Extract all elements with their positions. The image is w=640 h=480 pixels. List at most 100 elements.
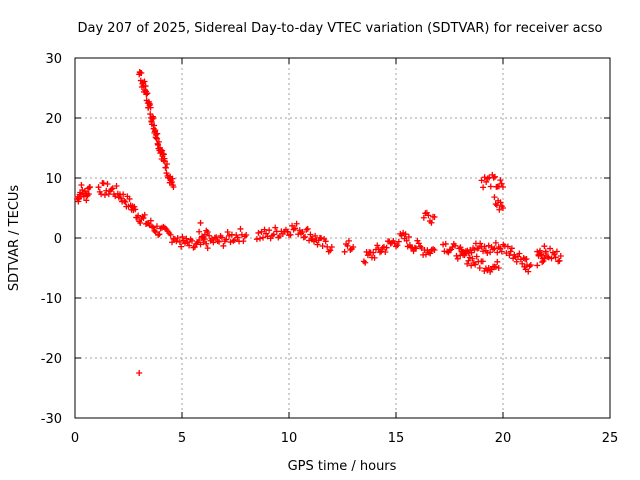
data-point	[304, 225, 311, 232]
y-axis-label: SDTVAR / TECUs	[7, 185, 22, 292]
data-point	[487, 249, 494, 256]
data-point	[402, 231, 409, 238]
data-point	[492, 239, 499, 246]
data-point	[431, 214, 438, 220]
y-tick-label: 20	[45, 112, 62, 127]
data-point	[370, 249, 377, 256]
data-point	[276, 233, 283, 240]
data-point	[163, 170, 170, 177]
data-point	[428, 219, 435, 226]
data-point	[98, 191, 105, 198]
data-point	[86, 184, 93, 190]
data-point	[413, 245, 420, 252]
data-point	[131, 203, 138, 210]
data-point	[183, 235, 190, 242]
data-point	[520, 255, 527, 262]
data-point	[140, 215, 147, 222]
data-point	[504, 243, 511, 250]
data-point	[479, 258, 486, 265]
data-point	[534, 262, 541, 269]
data-point	[364, 252, 371, 259]
x-tick-label: 25	[602, 431, 619, 446]
data-point	[151, 122, 158, 129]
data-point	[289, 222, 296, 229]
data-point	[255, 229, 262, 236]
data-point	[150, 224, 157, 231]
data-point	[376, 249, 383, 256]
data-point	[152, 127, 159, 134]
data-point	[132, 206, 139, 213]
data-point	[100, 180, 107, 187]
data-point	[206, 232, 213, 239]
data-point	[118, 195, 125, 202]
data-point	[152, 229, 159, 236]
y-tick-label: 0	[54, 232, 62, 247]
data-point	[234, 234, 241, 241]
data-point	[299, 228, 306, 235]
data-point	[142, 83, 149, 90]
data-point	[494, 249, 501, 256]
data-point	[167, 231, 174, 238]
data-point	[491, 173, 498, 180]
data-point	[452, 242, 459, 249]
data-point	[122, 198, 129, 205]
data-point	[472, 261, 479, 268]
data-point	[218, 234, 225, 241]
data-point	[371, 254, 378, 261]
x-axis-ticks: 0 5 10 15 20 25	[71, 58, 618, 446]
data-point	[498, 180, 505, 187]
grid-lines	[75, 58, 610, 418]
data-point	[95, 184, 102, 191]
data-point	[155, 232, 162, 239]
data-point	[266, 227, 273, 234]
data-point	[382, 248, 389, 255]
data-point	[240, 238, 247, 245]
data-point	[220, 242, 227, 249]
data-point	[302, 233, 309, 240]
data-point	[507, 248, 514, 255]
data-point	[327, 247, 334, 254]
data-point	[307, 231, 314, 238]
data-point	[541, 255, 548, 262]
data-point	[230, 237, 237, 244]
data-point	[425, 212, 432, 219]
data-point	[344, 242, 351, 249]
y-tick-label: -30	[41, 412, 62, 427]
data-point	[491, 194, 498, 201]
data-point	[484, 249, 491, 256]
data-point	[150, 114, 157, 121]
data-point	[173, 238, 180, 245]
y-tick-label: 30	[45, 52, 62, 67]
data-point	[497, 199, 504, 206]
data-point	[196, 228, 203, 235]
data-point	[204, 229, 211, 235]
data-point	[210, 239, 217, 246]
data-point	[147, 104, 154, 111]
data-point	[516, 250, 523, 257]
data-point	[216, 238, 223, 245]
data-point	[496, 206, 503, 213]
data-point	[411, 244, 418, 251]
data-point	[191, 244, 198, 251]
data-point	[287, 231, 294, 238]
data-point	[169, 239, 176, 246]
data-point	[78, 181, 85, 188]
data-point	[146, 101, 153, 108]
data-point	[170, 184, 177, 190]
data-point	[105, 191, 112, 198]
data-point	[480, 248, 487, 255]
data-point	[144, 90, 151, 97]
data-point	[454, 255, 461, 262]
data-point	[464, 260, 471, 267]
data-point	[483, 178, 490, 185]
data-point	[476, 264, 483, 271]
data-point	[113, 182, 120, 189]
data-point	[178, 243, 185, 250]
data-point	[126, 195, 133, 202]
data-point	[121, 197, 128, 204]
data-point	[83, 197, 90, 204]
data-point	[223, 236, 230, 243]
data-point	[542, 250, 549, 256]
data-point	[322, 238, 329, 245]
